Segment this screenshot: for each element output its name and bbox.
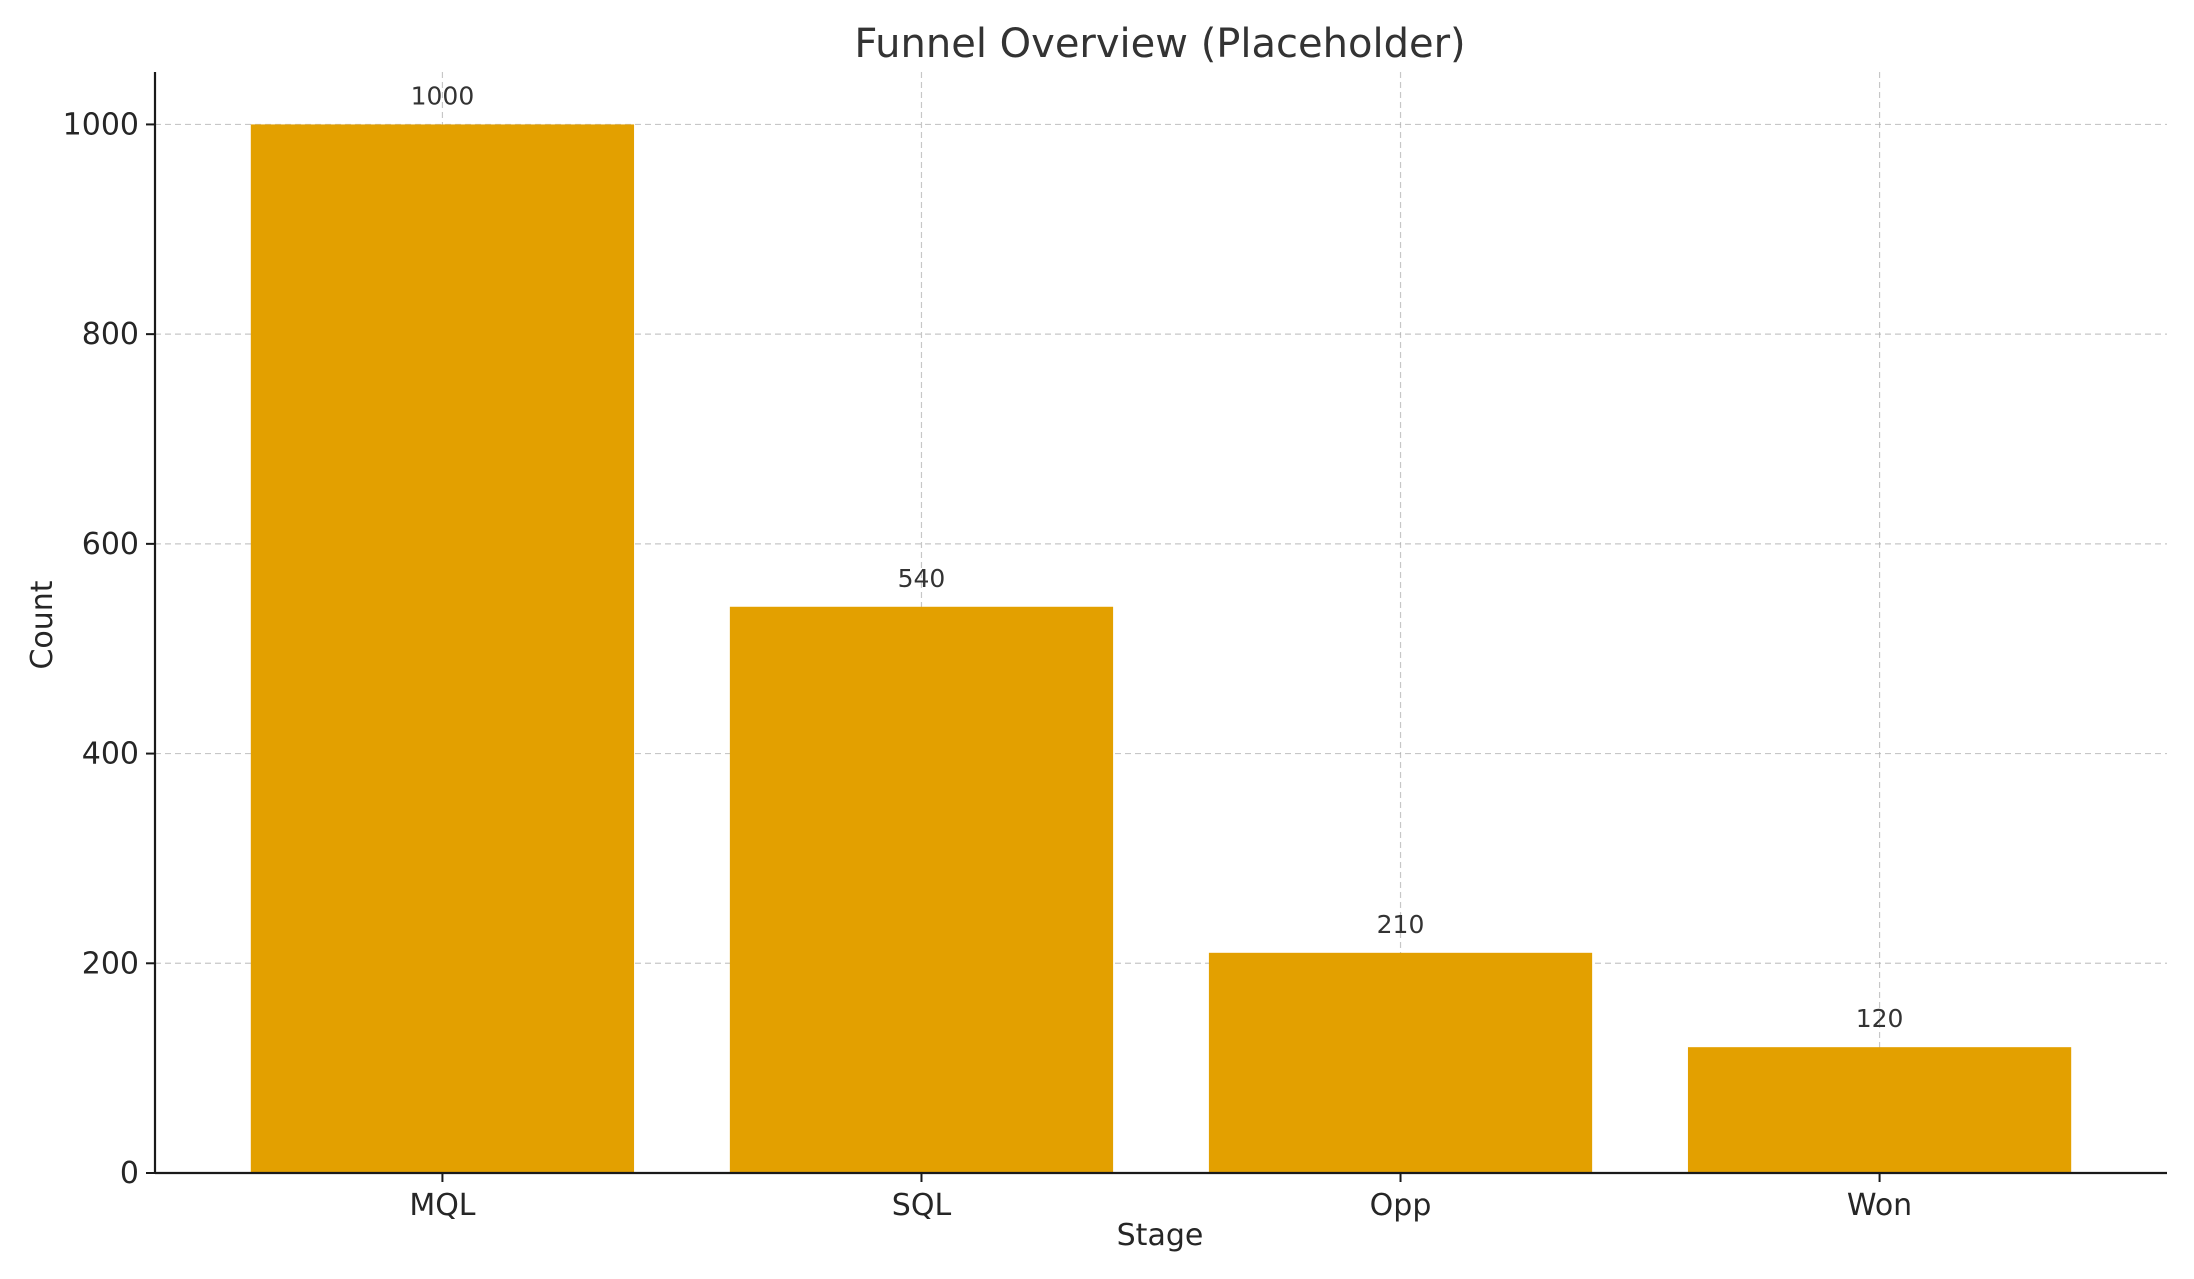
data-label-won: 120 <box>1856 1004 1904 1033</box>
x-axis-label: Stage <box>1117 1218 1204 1253</box>
x-ticks: MQL SQL Opp Won <box>409 1173 1912 1223</box>
y-ticks: 0 200 400 600 800 1000 <box>63 107 155 1191</box>
axes <box>153 72 2167 1175</box>
bar-sql <box>729 606 1114 1173</box>
y-tick-label: 400 <box>82 737 139 772</box>
bar-opp <box>1208 952 1593 1173</box>
data-label-sql: 540 <box>898 564 946 593</box>
bar-mql <box>250 124 635 1173</box>
chart-title: Funnel Overview (Placeholder) <box>854 21 1465 67</box>
x-tick-label: MQL <box>409 1188 475 1223</box>
data-label-opp: 210 <box>1377 910 1425 939</box>
y-tick-label: 0 <box>120 1156 139 1191</box>
bars <box>250 124 2072 1173</box>
y-tick-label: 600 <box>82 527 139 562</box>
bar-won <box>1687 1047 2072 1173</box>
y-axis-label: Count <box>25 580 60 669</box>
y-tick-label: 800 <box>82 317 139 352</box>
x-tick-label: SQL <box>892 1188 952 1223</box>
data-label-mql: 1000 <box>411 81 475 110</box>
y-tick-label: 200 <box>82 946 139 981</box>
x-tick-label: Opp <box>1370 1188 1432 1223</box>
y-tick-label: 1000 <box>63 107 139 142</box>
x-tick-label: Won <box>1847 1188 1912 1223</box>
data-labels: 1000 540 210 120 <box>411 81 1904 1033</box>
